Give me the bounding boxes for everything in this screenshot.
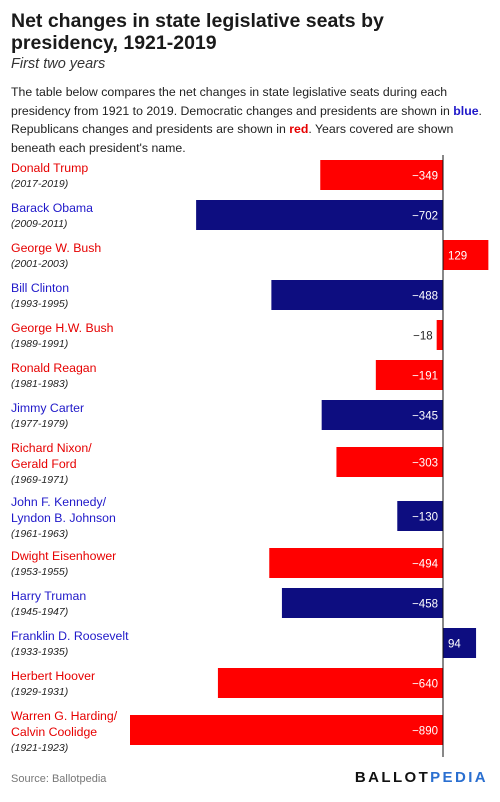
president-name: George W. Bush xyxy=(11,241,101,255)
value-label: −130 xyxy=(412,512,438,524)
president-name: Ronald Reagan xyxy=(11,361,97,375)
chart-title: Net changes in state legislative seats b… xyxy=(11,10,384,54)
bar xyxy=(271,280,443,310)
chart-row-1: Barack Obama (2009-2011) −702 xyxy=(11,200,443,230)
president-name: Gerald Ford xyxy=(11,457,77,471)
value-label: −191 xyxy=(412,371,438,383)
years-label: (2017-2019) xyxy=(11,178,68,190)
value-label: −702 xyxy=(412,211,438,223)
bar xyxy=(321,400,443,430)
chart-row-2: George W. Bush (2001-2003) 129 xyxy=(11,240,489,270)
chart-row-3: Bill Clinton (1993-1995) −488 xyxy=(11,280,443,310)
years-label: (1933-1935) xyxy=(11,646,68,658)
bar xyxy=(397,501,443,531)
bar xyxy=(269,548,443,578)
president-name: Franklin D. Roosevelt xyxy=(11,629,129,643)
years-label: (2009-2011) xyxy=(11,218,67,230)
years-label: (1929-1931) xyxy=(11,686,68,698)
logo-main: BALLOT xyxy=(354,769,431,786)
president-name: Warren G. Harding/ xyxy=(11,709,118,723)
chart-row-13: Warren G. Harding/Calvin Coolidge (1921-1… xyxy=(11,709,443,754)
president-name: Calvin Coolidge xyxy=(11,725,97,739)
value-label: −640 xyxy=(412,679,438,691)
value-label: −494 xyxy=(412,559,439,571)
president-name: Barack Obama xyxy=(11,201,93,215)
years-label: (1993-1995) xyxy=(11,298,68,310)
chart-row-9: Dwight Eisenhower (1953-1955) −494 xyxy=(11,548,443,578)
bar xyxy=(443,240,489,270)
bar xyxy=(436,320,443,350)
description-text-3: . Years covered are shown beneath each p… xyxy=(11,122,454,155)
bar xyxy=(336,447,443,477)
years-label: (1953-1955) xyxy=(11,566,68,578)
bar xyxy=(217,668,443,698)
years-label: (1989-1991) xyxy=(11,338,68,350)
value-label: −488 xyxy=(412,291,438,303)
years-label: (1981-1983) xyxy=(11,378,68,390)
years-label: (1977-1979) xyxy=(11,418,68,430)
chart-row-6: Jimmy Carter (1977-1979) −345 xyxy=(11,400,443,430)
chart-row-8: John F. Kennedy/Lyndon B. Johnson (1961-1… xyxy=(11,495,443,540)
value-label: −303 xyxy=(412,458,438,470)
value-label: 94 xyxy=(448,639,461,651)
president-name: Jimmy Carter xyxy=(11,401,84,415)
chart-row-12: Herbert Hoover (1929-1931) −640 xyxy=(11,668,443,698)
years-label: (1961-1963) xyxy=(11,528,68,540)
chart-row-7: Richard Nixon/Gerald Ford (1969-1971) −303 xyxy=(11,441,443,486)
logo-accent: PEDIA xyxy=(430,769,488,786)
bar xyxy=(320,160,443,190)
chart-row-11: Franklin D. Roosevelt (1933-1935) 94 xyxy=(11,628,477,658)
years-label: (2001-2003) xyxy=(11,258,68,270)
chart-row-4: George H.W. Bush (1989-1991) −18 xyxy=(11,320,443,350)
value-label: −458 xyxy=(412,599,438,611)
president-name: George H.W. Bush xyxy=(11,321,114,335)
president-name: Richard Nixon/ xyxy=(11,441,92,455)
ballotpedia-logo: BALLOTPEDIA xyxy=(355,769,488,786)
president-name: Dwight Eisenhower xyxy=(11,549,116,563)
value-label: −890 xyxy=(412,726,438,738)
bar xyxy=(196,200,443,230)
president-name: John F. Kennedy/ xyxy=(11,495,107,509)
description-blue-word: blue xyxy=(453,103,479,118)
president-name: Donald Trump xyxy=(11,161,88,175)
value-label: −349 xyxy=(412,171,438,183)
bar xyxy=(281,588,443,618)
value-label: −345 xyxy=(412,411,438,423)
chart-subtitle: First two years xyxy=(11,56,106,72)
chart-description: The table below compares the net changes… xyxy=(11,83,493,157)
bar xyxy=(130,715,443,745)
president-name: Harry Truman xyxy=(11,589,86,603)
description-red-word: red xyxy=(289,122,309,136)
bar xyxy=(443,628,477,658)
chart-row-5: Ronald Reagan (1981-1983) −191 xyxy=(11,360,443,390)
bar xyxy=(375,360,443,390)
value-label: 129 xyxy=(448,251,467,263)
president-name: Bill Clinton xyxy=(11,281,69,295)
value-label: −18 xyxy=(413,331,433,343)
president-name: Lyndon B. Johnson xyxy=(11,511,116,525)
source-note: Source: Ballotpedia xyxy=(11,773,107,785)
years-label: (1969-1971) xyxy=(11,474,68,486)
chart-row-0: Donald Trump (2017-2019) −349 xyxy=(11,160,443,190)
years-label: (1945-1947) xyxy=(11,606,68,618)
chart-row-10: Harry Truman (1945-1947) −458 xyxy=(11,588,443,618)
description-text-1: The table below compares the net changes… xyxy=(11,85,454,118)
years-label: (1921-1923) xyxy=(11,742,68,754)
description-text-2: . Republicans changes and presidents are… xyxy=(11,103,482,137)
president-name: Herbert Hoover xyxy=(11,669,95,683)
